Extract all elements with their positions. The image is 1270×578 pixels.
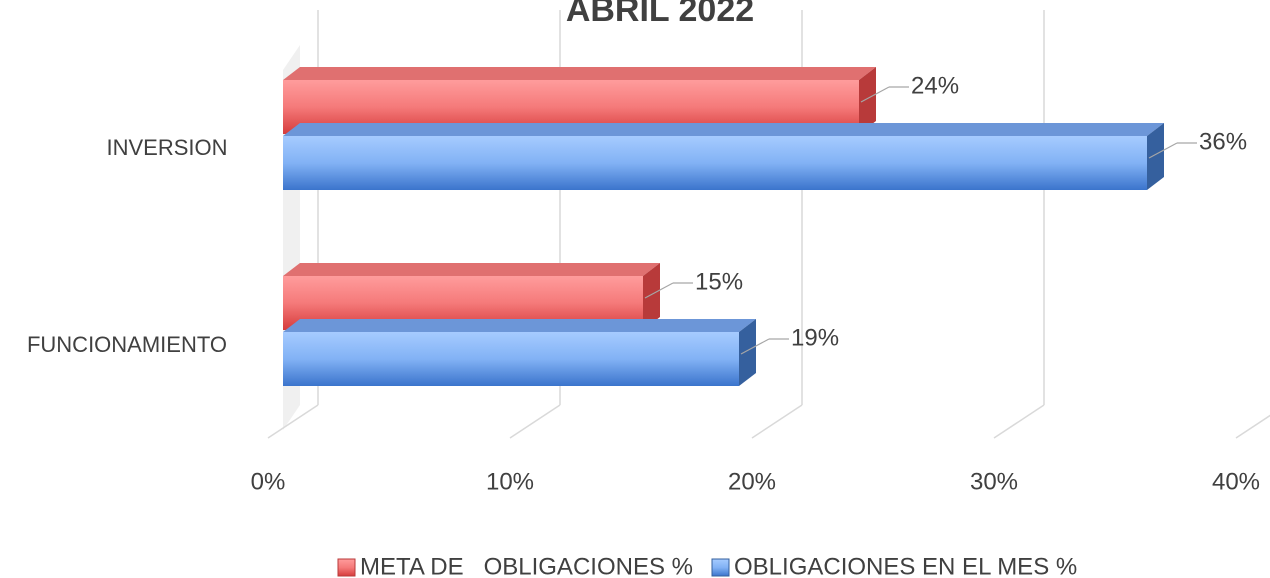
bar <box>283 332 739 386</box>
x-tick-label: 40% <box>1212 468 1260 495</box>
chart-title: ABRIL 2022 <box>566 0 754 29</box>
floor-grid-line <box>267 404 319 439</box>
floor-grid-line <box>509 404 561 439</box>
x-tick-label: 0% <box>251 468 286 495</box>
bar-side <box>643 263 660 330</box>
bar-top <box>283 319 756 332</box>
bar <box>283 136 1147 190</box>
floor-grid-line <box>751 404 803 439</box>
floor-grid-line <box>993 404 1045 439</box>
y-tick-label: FUNCIONAMIENTO <box>26 332 228 357</box>
bar-side <box>859 67 876 134</box>
leader-line <box>740 338 770 355</box>
legend-swatch <box>337 558 356 577</box>
floor-grid-line <box>1235 414 1270 439</box>
x-tick-label: 10% <box>486 468 534 495</box>
data-label: 15% <box>695 268 743 295</box>
bar-side <box>739 319 756 386</box>
leader-line <box>860 86 890 103</box>
legend-swatch <box>711 558 730 577</box>
y-tick-label: INVERSION <box>106 135 228 160</box>
x-tick-label: 30% <box>970 468 1018 495</box>
x-tick-label: 20% <box>728 468 776 495</box>
legend-label: META DE OBLIGACIONES % <box>360 553 693 578</box>
leader-line <box>644 282 674 299</box>
data-label: 24% <box>911 72 959 99</box>
bar-top <box>283 123 1164 136</box>
bar-top <box>283 263 660 276</box>
leader-line <box>1148 142 1178 159</box>
bar-top <box>283 67 876 80</box>
data-label: 36% <box>1199 128 1247 155</box>
data-label: 19% <box>791 324 839 351</box>
legend-label: OBLIGACIONES EN EL MES % <box>734 553 1077 578</box>
bar-side <box>1147 123 1164 190</box>
